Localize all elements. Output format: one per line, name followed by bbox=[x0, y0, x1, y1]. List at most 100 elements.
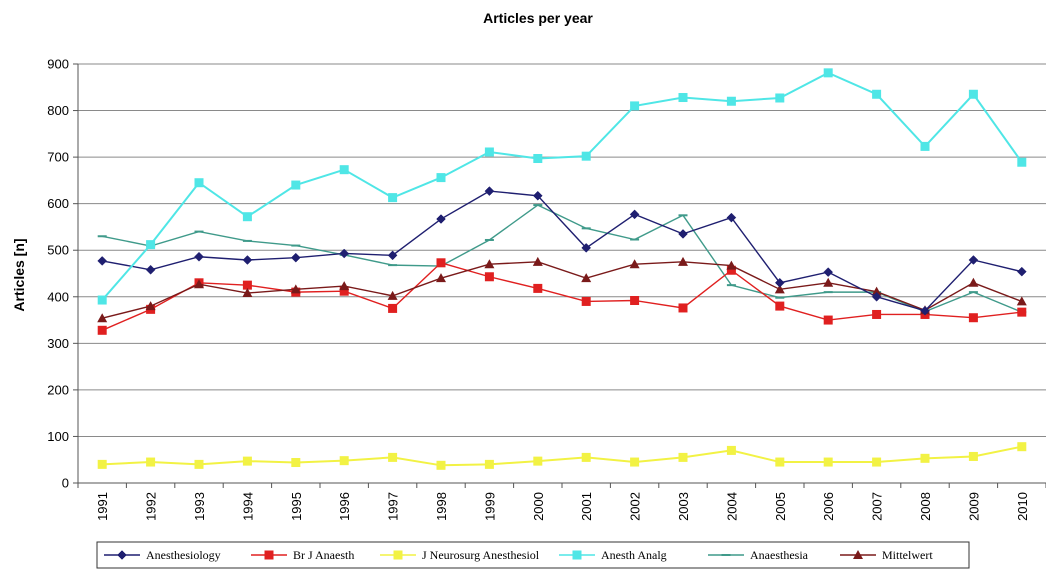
data-point bbox=[436, 173, 446, 183]
data-point bbox=[775, 457, 785, 467]
data-point bbox=[242, 280, 252, 290]
y-tick-label: 400 bbox=[47, 289, 69, 304]
data-point bbox=[630, 101, 640, 111]
data-point bbox=[484, 272, 494, 282]
data-point bbox=[532, 256, 543, 266]
data-point bbox=[533, 154, 543, 164]
x-tick-label: 2005 bbox=[773, 492, 788, 521]
data-point bbox=[484, 459, 494, 469]
legend-item: Anaesthesia bbox=[708, 548, 809, 562]
data-point bbox=[436, 214, 446, 224]
data-point bbox=[968, 255, 979, 265]
data-point bbox=[145, 301, 156, 311]
grid-lines bbox=[73, 63, 1046, 484]
x-tick-label: 2010 bbox=[1015, 492, 1030, 521]
x-tick-label: 2008 bbox=[918, 492, 933, 521]
data-point bbox=[581, 151, 591, 161]
x-tick-label: 1998 bbox=[434, 492, 449, 521]
data-point bbox=[339, 248, 350, 259]
data-point bbox=[968, 277, 979, 287]
axes bbox=[77, 64, 1046, 484]
data-point bbox=[823, 267, 834, 277]
data-point bbox=[1016, 266, 1027, 277]
data-point bbox=[1017, 157, 1027, 167]
data-point bbox=[387, 290, 398, 300]
legend-marker bbox=[721, 554, 731, 556]
data-point bbox=[726, 212, 737, 223]
data-point bbox=[290, 284, 301, 294]
data-point bbox=[968, 291, 978, 294]
data-point bbox=[630, 457, 640, 467]
data-point bbox=[581, 296, 591, 306]
series-line bbox=[102, 190, 1022, 312]
x-tick-label: 1995 bbox=[289, 492, 304, 521]
data-point bbox=[630, 296, 640, 306]
data-point bbox=[581, 273, 592, 283]
data-point bbox=[775, 296, 785, 299]
data-point bbox=[872, 457, 882, 467]
data-point bbox=[581, 452, 591, 462]
legend-marker bbox=[117, 550, 127, 560]
legend-item: Anesthesiology bbox=[104, 548, 221, 562]
legend-item: Br J Anaesth bbox=[251, 548, 354, 562]
data-point bbox=[823, 291, 833, 294]
data-point bbox=[291, 180, 301, 190]
series-line bbox=[101, 71, 1023, 301]
series-line bbox=[102, 445, 1022, 467]
data-point bbox=[194, 230, 204, 233]
data-point bbox=[194, 459, 204, 469]
data-point bbox=[629, 209, 640, 220]
data-point bbox=[920, 141, 930, 151]
data-point bbox=[97, 325, 107, 335]
y-tick-label: 300 bbox=[47, 336, 69, 351]
y-tick-labels: 0 100 200 300 400 500 600 700 800 900 bbox=[47, 57, 69, 491]
data-point bbox=[436, 460, 446, 470]
legend-label: Mittelwert bbox=[882, 548, 933, 562]
data-point bbox=[291, 244, 301, 247]
y-tick-label: 0 bbox=[62, 476, 69, 491]
x-tick-label: 2007 bbox=[870, 492, 885, 521]
legend-box bbox=[96, 541, 970, 569]
data-point bbox=[775, 93, 785, 103]
data-point bbox=[630, 238, 640, 241]
data-point bbox=[146, 240, 156, 250]
data-point bbox=[726, 260, 737, 270]
data-point bbox=[726, 284, 736, 287]
x-tick-label: 1991 bbox=[95, 492, 110, 521]
data-point bbox=[97, 459, 107, 469]
y-tick-label: 200 bbox=[47, 382, 69, 397]
data-point bbox=[242, 212, 252, 222]
data-point bbox=[726, 445, 736, 455]
data-point bbox=[678, 256, 688, 266]
legend-label: J Neurosurg Anesthesiol bbox=[422, 548, 540, 562]
data-point bbox=[291, 458, 301, 468]
data-point bbox=[1017, 442, 1027, 452]
legend-marker bbox=[853, 550, 863, 559]
x-tick-label: 1993 bbox=[192, 492, 207, 521]
legend-item: Anesth Analg bbox=[559, 548, 667, 562]
data-point bbox=[581, 227, 591, 230]
x-tick-label: 2000 bbox=[531, 492, 546, 521]
data-point bbox=[339, 281, 350, 291]
data-point bbox=[532, 190, 543, 201]
legend-marker bbox=[264, 550, 274, 560]
legend-item: J Neurosurg Anesthesiol bbox=[380, 548, 540, 562]
series-layer bbox=[97, 68, 1027, 470]
data-point bbox=[194, 178, 204, 188]
x-tick-label: 1999 bbox=[482, 492, 497, 521]
series-line bbox=[102, 261, 1023, 319]
data-point bbox=[629, 259, 640, 269]
data-point bbox=[533, 283, 543, 293]
data-point bbox=[388, 193, 398, 203]
data-point bbox=[242, 255, 253, 265]
y-tick-label: 500 bbox=[47, 243, 69, 258]
series-line bbox=[101, 262, 1022, 331]
data-point bbox=[533, 204, 543, 207]
data-point bbox=[242, 239, 252, 242]
data-point bbox=[872, 309, 882, 319]
data-point bbox=[484, 259, 495, 269]
x-tick-labels: 1991 1992 1993 1994 1995 1996 1997 1998 1999 2000… bbox=[77, 483, 1046, 521]
data-point bbox=[388, 452, 398, 462]
data-point bbox=[678, 303, 688, 313]
